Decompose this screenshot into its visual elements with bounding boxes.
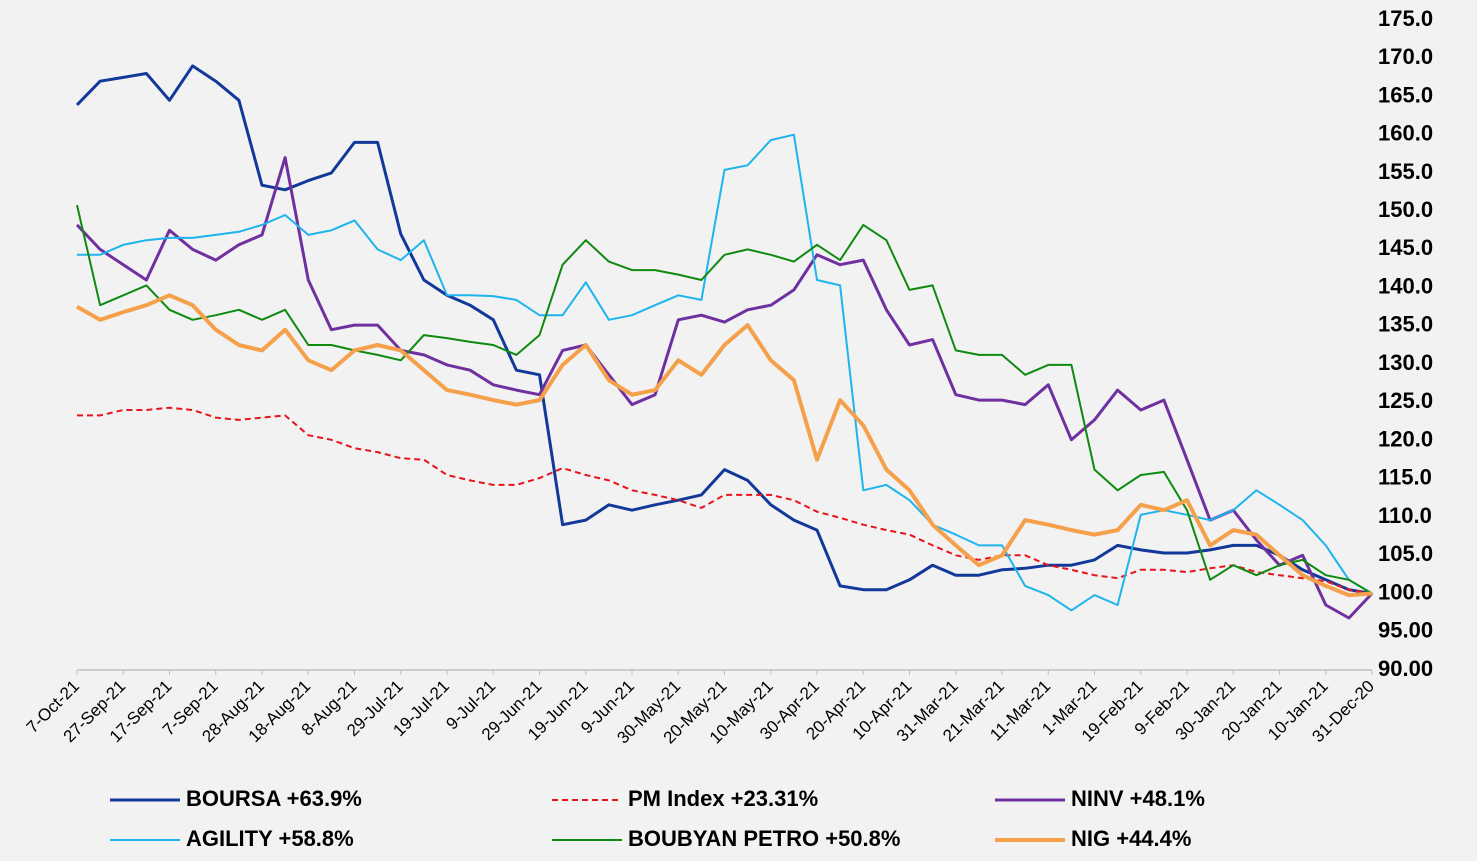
series-line bbox=[77, 406, 1373, 595]
y-tick-label: 130.0 bbox=[1378, 350, 1433, 375]
y-tick-label: 140.0 bbox=[1378, 273, 1433, 298]
y-tick-label: 100.0 bbox=[1378, 579, 1433, 604]
legend-label: BOUBYAN PETRO +50.8% bbox=[628, 826, 900, 851]
legend-label: NINV +48.1% bbox=[1071, 786, 1205, 811]
y-tick-label: 115.0 bbox=[1378, 465, 1432, 490]
series-line bbox=[76, 293, 1373, 598]
y-tick-label: 155.0 bbox=[1378, 159, 1433, 184]
y-tick-label: 120.0 bbox=[1378, 426, 1433, 451]
y-tick-label: 125.0 bbox=[1378, 388, 1433, 413]
legend-label: PM Index +23.31% bbox=[628, 786, 818, 811]
series-line bbox=[77, 133, 1373, 612]
y-tick-label: 170.0 bbox=[1378, 44, 1433, 69]
series-line bbox=[76, 204, 1373, 595]
y-tick-label: 150.0 bbox=[1378, 197, 1433, 222]
legend-label: BOURSA +63.9% bbox=[186, 786, 362, 811]
y-tick-label: 110.0 bbox=[1378, 503, 1432, 528]
y-tick-label: 105.0 bbox=[1378, 541, 1433, 566]
y-tick-label: 165.0 bbox=[1378, 82, 1433, 107]
y-tick-label: 90.00 bbox=[1378, 656, 1433, 681]
series-line bbox=[75, 64, 1373, 595]
y-tick-label: 175.0 bbox=[1378, 6, 1433, 31]
legend-label: AGILITY +58.8% bbox=[186, 826, 354, 851]
y-tick-label: 95.00 bbox=[1378, 618, 1433, 643]
y-tick-label: 145.0 bbox=[1378, 235, 1433, 260]
series-line bbox=[75, 156, 1374, 620]
y-tick-label: 160.0 bbox=[1378, 121, 1433, 146]
y-tick-label: 135.0 bbox=[1378, 312, 1433, 337]
legend-label: NIG +44.4% bbox=[1071, 826, 1191, 851]
